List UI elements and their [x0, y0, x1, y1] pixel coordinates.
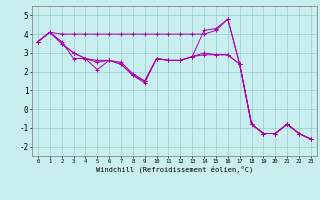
X-axis label: Windchill (Refroidissement éolien,°C): Windchill (Refroidissement éolien,°C) [96, 166, 253, 173]
